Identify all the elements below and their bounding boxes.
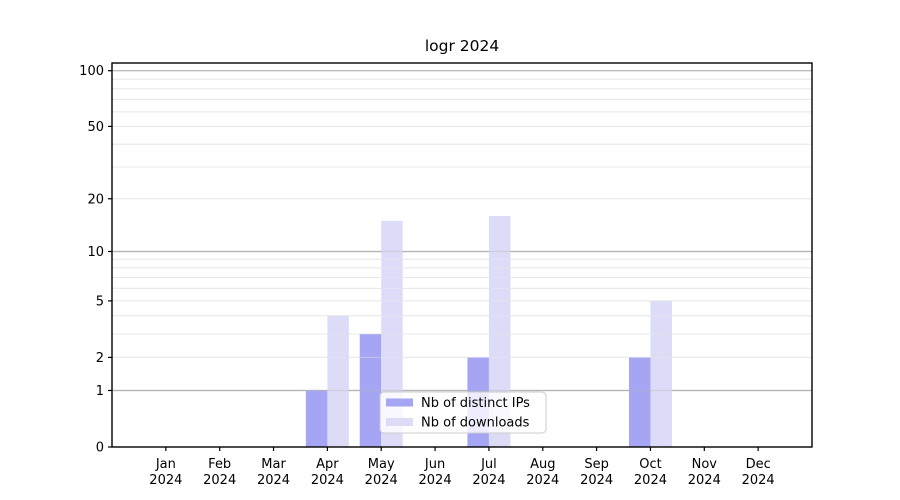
x-tick-label-month: Feb	[208, 457, 231, 472]
bar-nb-of-distinct-ips-oct-2024	[628, 357, 651, 447]
bar-nb-of-distinct-ips-apr-2024	[305, 390, 328, 447]
legend: Nb of distinct IPs Nb of downloads	[379, 391, 547, 434]
bar-nb-of-downloads-oct-2024	[650, 300, 672, 447]
x-tick-label-month: Mar	[261, 457, 286, 472]
bar-nb-of-distinct-ips-may-2024	[359, 333, 382, 447]
x-tick-label-year: 2024	[634, 473, 667, 488]
x-tick-label-month: Nov	[692, 457, 718, 472]
legend-box	[379, 391, 547, 434]
x-tick-label-year: 2024	[257, 473, 290, 488]
legend-swatch-nb-of-downloads	[386, 418, 413, 426]
x-tick-label-month: Apr	[316, 457, 339, 472]
legend-swatch-nb-of-distinct-ips	[386, 398, 413, 407]
y-tick-label: 50	[87, 120, 104, 135]
y-tick-label: 5	[96, 294, 104, 309]
x-tick-label-month: Aug	[530, 457, 555, 472]
y-tick-label: 2	[96, 351, 104, 366]
x-tick-label-month: May	[368, 457, 395, 472]
y-tick-label: 100	[79, 64, 104, 79]
y-tick-label: 1	[96, 384, 104, 399]
bar-nb-of-downloads-apr-2024	[327, 315, 349, 447]
x-tick-label-month: Jun	[424, 457, 445, 472]
x-tick-label-month: Sep	[584, 457, 609, 472]
plot-border	[111, 62, 813, 448]
x-tick-label-month: Jul	[480, 457, 497, 472]
legend-label-nb-of-distinct-ips: Nb of distinct IPs	[421, 396, 530, 411]
y-tick-label: 10	[87, 245, 104, 260]
x-tick-label-year: 2024	[742, 473, 775, 488]
y-tick-label: 20	[87, 192, 104, 207]
chart-title: logr 2024	[425, 37, 499, 55]
x-tick-label-year: 2024	[311, 473, 344, 488]
legend-label-nb-of-downloads: Nb of downloads	[421, 416, 530, 431]
x-tick-label-year: 2024	[580, 473, 613, 488]
x-tick-label-month: Jan	[155, 457, 176, 472]
bar-nb-of-downloads-jul-2024	[488, 215, 511, 447]
x-tick-label-year: 2024	[203, 473, 236, 488]
x-tick-label-year: 2024	[688, 473, 721, 488]
axes-layer: 0125102050100Jan2024Feb2024Mar2024Apr202…	[79, 64, 775, 488]
y-tick-label: 0	[96, 441, 104, 456]
x-tick-label-year: 2024	[419, 473, 452, 488]
x-tick-label-year: 2024	[526, 473, 559, 488]
x-tick-label-month: Dec	[746, 457, 771, 472]
bar-nb-of-downloads-may-2024	[381, 220, 403, 447]
x-tick-label-year: 2024	[149, 473, 182, 488]
x-tick-label-month: Oct	[639, 457, 661, 472]
gridline-overlay-layer	[112, 70, 812, 392]
gridline-layer	[112, 70, 812, 392]
x-tick-label-year: 2024	[472, 473, 505, 488]
bars-layer	[305, 215, 672, 447]
x-tick-label-year: 2024	[365, 473, 398, 488]
